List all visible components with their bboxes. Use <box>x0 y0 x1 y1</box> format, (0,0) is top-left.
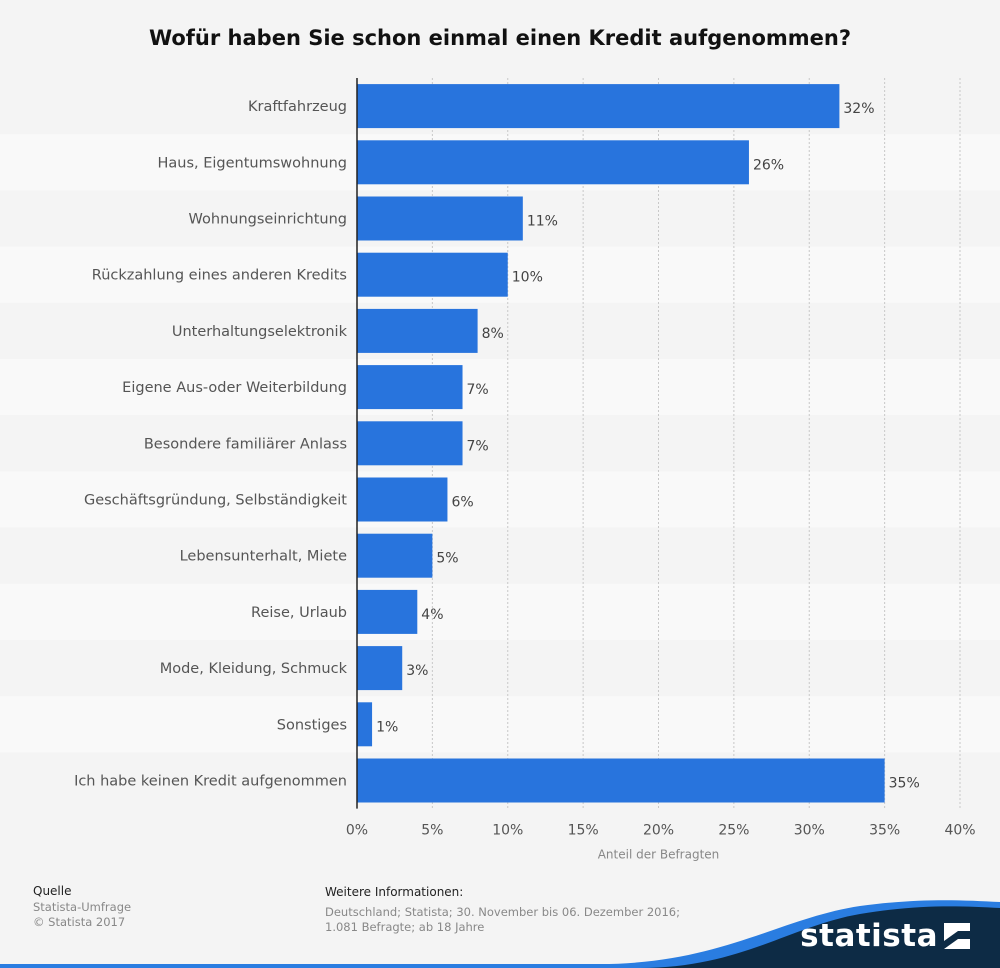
bar <box>357 140 749 185</box>
category-label: Kraftfahrzeug <box>248 99 347 115</box>
row-stripe <box>0 640 1000 697</box>
x-tick-label: 35% <box>869 823 900 839</box>
category-label: Besondere familiärer Anlass <box>144 436 347 452</box>
category-label: Eigene Aus-oder Weiterbildung <box>122 380 347 396</box>
data-label: 32% <box>843 101 874 117</box>
statista-logo-text[interactable]: statista <box>800 918 938 954</box>
data-label: 5% <box>436 551 458 567</box>
data-label: 7% <box>467 438 489 454</box>
brand-banner <box>0 900 1000 968</box>
bar <box>357 646 403 691</box>
source-heading: Quelle <box>33 884 72 898</box>
data-label: 6% <box>451 495 473 511</box>
bar <box>357 365 463 410</box>
row-stripe <box>0 583 1000 640</box>
row-stripe <box>0 302 1000 359</box>
category-label: Rückzahlung eines anderen Kredits <box>92 268 347 284</box>
copyright-line: © Statista 2017 <box>33 915 126 929</box>
source-line: Statista-Umfrage <box>33 900 132 914</box>
brand-dark-wave <box>640 906 1000 968</box>
row-stripe <box>0 696 1000 753</box>
row-stripe <box>0 527 1000 584</box>
bar <box>357 589 418 634</box>
data-label: 1% <box>376 719 398 735</box>
row-stripe <box>0 471 1000 528</box>
statista-logo-icon <box>944 923 970 949</box>
data-label: 4% <box>421 607 443 623</box>
x-tick-label: 5% <box>421 823 443 839</box>
x-tick-label: 30% <box>794 823 825 839</box>
bar <box>357 308 478 353</box>
row-stripe <box>0 415 1000 472</box>
data-label: 7% <box>467 382 489 398</box>
x-tick-label: 20% <box>643 823 674 839</box>
x-axis-title: Anteil der Befragten <box>598 848 720 862</box>
category-label: Reise, Urlaub <box>251 605 347 621</box>
x-tick-label: 10% <box>492 823 523 839</box>
category-label: Wohnungseinrichtung <box>189 212 347 228</box>
data-label: 3% <box>406 663 428 679</box>
info-line: Deutschland; Statista; 30. November bis … <box>325 905 680 919</box>
bar-chart: Kraftfahrzeug 32% Haus, Eigentumswohnung 26… <box>0 78 1000 862</box>
category-label: Lebensunterhalt, Miete <box>180 549 347 565</box>
bar <box>357 702 373 747</box>
category-label: Geschäftsgründung, Selbständigkeit <box>84 493 347 509</box>
bar <box>357 533 433 578</box>
category-label: Unterhaltungselektronik <box>172 324 348 340</box>
info-block: Weitere Informationen: Deutschland; Stat… <box>325 885 680 935</box>
category-label: Mode, Kleidung, Schmuck <box>160 661 348 677</box>
info-heading[interactable]: Weitere Informationen: <box>325 885 464 899</box>
bar <box>357 252 508 297</box>
x-tick-label: 25% <box>718 823 749 839</box>
chart-title: Wofür haben Sie schon einmal einen Kredi… <box>148 26 852 50</box>
data-label: 35% <box>889 776 920 792</box>
data-label: 10% <box>512 270 543 286</box>
row-stripe <box>0 359 1000 416</box>
info-line: 1.081 Befragte; ab 18 Jahre <box>325 920 485 934</box>
category-label: Sonstiges <box>277 717 347 733</box>
x-tick-label: 40% <box>944 823 975 839</box>
bar <box>357 196 523 241</box>
bar <box>357 477 448 522</box>
x-tick-label: 15% <box>568 823 599 839</box>
source-block: Quelle Statista-Umfrage © Statista 2017 <box>33 884 131 930</box>
x-tick-label: 0% <box>346 823 368 839</box>
data-label: 26% <box>753 157 784 173</box>
data-label: 11% <box>527 214 558 230</box>
data-label: 8% <box>482 326 504 342</box>
bar <box>357 421 463 466</box>
category-label: Haus, Eigentumswohnung <box>157 155 347 171</box>
bar <box>357 758 885 803</box>
category-label: Ich habe keinen Kredit aufgenommen <box>74 774 347 790</box>
bar <box>357 84 840 129</box>
